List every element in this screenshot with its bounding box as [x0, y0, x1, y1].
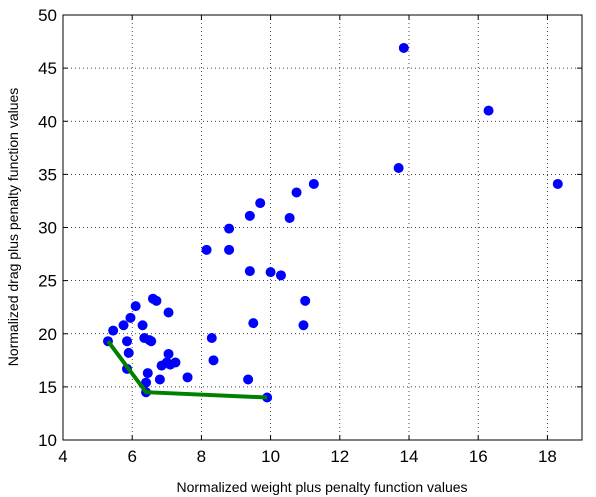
scatter-point: [118, 320, 129, 331]
scatter-point: [141, 377, 152, 388]
x-tick-label: 4: [58, 447, 67, 466]
scatter-point: [275, 270, 286, 281]
scatter-point: [243, 374, 254, 385]
x-tick-label: 10: [261, 447, 280, 466]
scatter-point: [122, 336, 133, 347]
y-tick-label: 30: [38, 219, 57, 238]
x-tick-label: 6: [127, 447, 136, 466]
scatter-point: [248, 318, 259, 329]
y-tick-label: 45: [38, 59, 57, 78]
scatter-point: [483, 105, 494, 116]
scatter-point: [146, 336, 157, 347]
x-tick-label: 8: [197, 447, 206, 466]
scatter-point: [224, 244, 235, 255]
x-tick-label: 18: [538, 447, 557, 466]
y-tick-label: 20: [38, 325, 57, 344]
scatter-point: [154, 374, 165, 385]
scatter-point: [244, 266, 255, 277]
scatter-point: [291, 187, 302, 198]
scatter-point: [300, 295, 311, 306]
y-tick-label: 25: [38, 272, 57, 291]
x-tick-label: 16: [469, 447, 488, 466]
scatter-point: [393, 163, 404, 173]
scatter-point: [163, 307, 174, 318]
scatter-point: [201, 244, 212, 255]
pareto-front-line: [106, 339, 268, 400]
y-axis-label: Normalized drag plus penalty function va…: [5, 88, 21, 367]
x-tick-label: 14: [400, 447, 419, 466]
y-tick-label: 10: [38, 431, 57, 450]
scatter-point: [308, 178, 319, 189]
scatter-point: [163, 348, 174, 359]
scatter-point: [244, 210, 255, 221]
y-tick-label: 40: [38, 112, 57, 131]
y-tick-label: 50: [38, 6, 57, 25]
scatter-point: [208, 355, 219, 366]
y-tick-label: 15: [38, 378, 57, 397]
scatter-point: [170, 357, 181, 368]
data-series: [102, 42, 563, 403]
axis-ticks: 4 6 8 10 12 14 16 18 10 15 20 25 30 35 40 45 50: [38, 6, 582, 466]
scatter-point: [224, 223, 235, 234]
plot-background: [63, 15, 582, 440]
y-tick-label: 35: [38, 165, 57, 184]
scatter-point: [125, 312, 136, 323]
scatter-point: [255, 198, 266, 209]
scatter-point: [151, 295, 162, 306]
scatter-point: [265, 267, 276, 278]
scatter-point: [284, 212, 295, 223]
scatter-point: [130, 301, 141, 312]
x-tick-label: 12: [330, 447, 349, 466]
scatter-point: [123, 347, 134, 358]
scatter-point: [206, 333, 217, 343]
scatter-point: [298, 320, 309, 331]
scatter-point: [142, 368, 153, 379]
scatter-point: [182, 372, 193, 383]
scatter-point: [398, 42, 409, 53]
x-axis-label: Normalized weight plus penalty function …: [176, 479, 467, 495]
scatter-point: [108, 325, 119, 336]
grid-lines: [63, 14, 582, 440]
scatter-point: [137, 320, 148, 331]
scatter-point: [552, 178, 563, 189]
